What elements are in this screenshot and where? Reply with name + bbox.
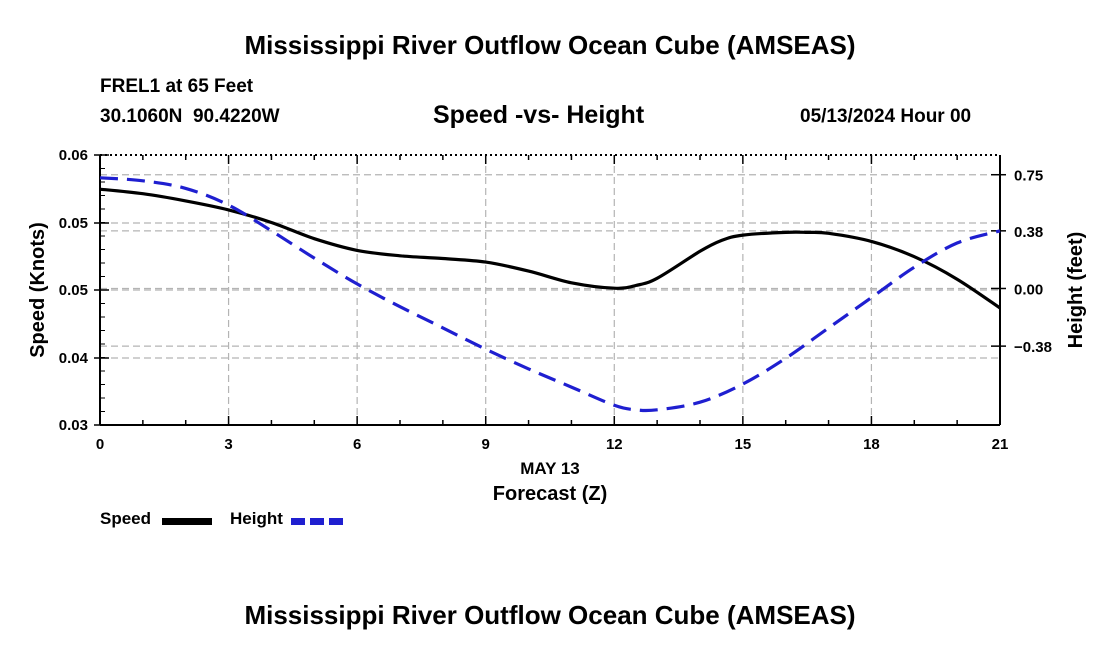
legend-height-label: Height — [230, 509, 283, 528]
legend-height-swatch — [291, 518, 343, 525]
chart-subtitle: Speed -vs- Height — [433, 101, 645, 129]
series-line-speed — [99, 187, 1001, 310]
y-tick-label-3: 0.05 — [59, 215, 88, 232]
footer-title: Mississippi River Outflow Ocean Cube (AM… — [244, 600, 856, 630]
forecast-datetime: 05/13/2024 Hour 00 — [800, 106, 972, 127]
y2-tick-label-3: −0.38 — [1014, 339, 1052, 356]
station-label: FREL1 at 65 Feet — [100, 76, 254, 97]
x-tick-label-1: 3 — [224, 436, 232, 453]
x-axis-label: Forecast (Z) — [493, 483, 607, 505]
y-tick-label-4: 0.06 — [59, 147, 88, 164]
legend-speed-swatch — [162, 518, 212, 525]
x-tick-label-6: 18 — [863, 436, 880, 453]
y2-tick-label-0: 0.75 — [1014, 168, 1043, 185]
y-tick-label-1: 0.04 — [59, 350, 89, 367]
chart-title: Mississippi River Outflow Ocean Cube (AM… — [244, 30, 856, 60]
series-line-height — [99, 176, 1001, 413]
y2-tick-label-2: 0.00 — [1014, 281, 1043, 298]
y-tick-label-0: 0.03 — [59, 417, 88, 434]
x-date-label: MAY 13 — [520, 459, 580, 478]
x-tick-label-7: 21 — [992, 436, 1009, 453]
x-tick-label-5: 15 — [735, 436, 752, 453]
x-tick-label-0: 0 — [96, 436, 104, 453]
x-tick-label-2: 6 — [353, 436, 361, 453]
y2-axis-label: Height (feet) — [1065, 232, 1087, 349]
x-tick-label-3: 9 — [482, 436, 490, 453]
legend-speed-label: Speed — [100, 509, 152, 528]
y-tick-label-2: 0.05 — [59, 282, 88, 299]
station-coordinates: 30.1060N 90.4220W — [100, 106, 280, 127]
y-axis-label: Speed (Knots) — [27, 222, 49, 358]
x-tick-label-4: 12 — [606, 436, 623, 453]
y2-tick-label-1: 0.38 — [1014, 224, 1043, 241]
